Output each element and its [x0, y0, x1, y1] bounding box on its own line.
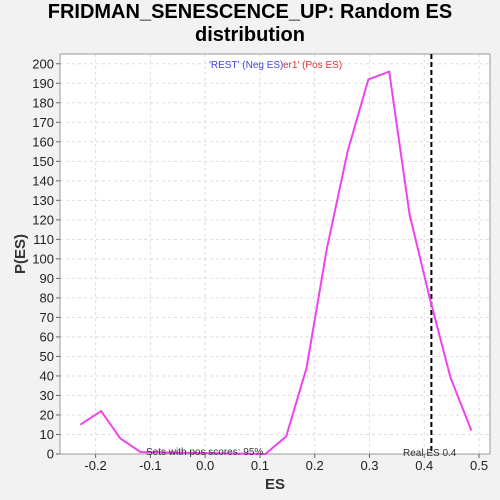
x-tick-label: 0.4 — [415, 458, 433, 473]
y-tick-label: 110 — [33, 232, 54, 247]
y-tick-label: 120 — [32, 212, 54, 227]
y-axis-label: P(ES) — [12, 234, 29, 274]
series-line — [79, 70, 473, 456]
y-tick-label: 90 — [40, 271, 54, 286]
legend-pos: er1' (Pos ES) — [283, 60, 342, 71]
y-tick-label: 100 — [32, 251, 54, 266]
x-tick-label: -0.1 — [139, 458, 161, 473]
pos-scores-label: Sets with pos scores: 95% — [146, 447, 263, 458]
y-tick-label: 20 — [40, 407, 54, 422]
chart-title-line1: FRIDMAN_SENESCENCE_UP: Random ES — [47, 1, 453, 23]
x-axis-ticks: -0.2 -0.1 0.0 0.1 0.2 0.3 0.4 0.5 — [84, 454, 488, 473]
y-tick-label: 50 — [40, 349, 54, 364]
chart-title-line2: distribution — [195, 24, 305, 46]
plot-area — [59, 53, 491, 455]
y-tick-label: 40 — [40, 368, 54, 383]
x-tick-label: 0.0 — [196, 458, 214, 473]
y-tick-label: 200 — [32, 56, 54, 71]
x-tick-label: 0.1 — [251, 458, 269, 473]
y-axis-ticks: 0 10 20 30 40 50 60 70 80 90 100 110 120 130 140 150 160… — [32, 56, 60, 462]
y-tick-label: 160 — [32, 134, 54, 149]
y-tick-label: 170 — [32, 115, 54, 130]
grid — [60, 54, 490, 455]
y-tick-label: 140 — [32, 173, 54, 188]
x-axis-label: ES — [265, 476, 285, 493]
real-es-label: Real ES 0.4 — [403, 448, 457, 459]
x-tick-label: 0.3 — [360, 458, 378, 473]
y-tick-label: 10 — [40, 427, 54, 442]
x-tick-label: 0.2 — [306, 458, 324, 473]
y-tick-label: 130 — [32, 193, 54, 208]
y-tick-label: 70 — [40, 310, 54, 325]
y-tick-label: 150 — [32, 154, 54, 169]
x-tick-label: -0.2 — [84, 458, 106, 473]
y-tick-label: 80 — [40, 290, 54, 305]
legend-neg: 'REST' (Neg ES) — [209, 60, 283, 71]
y-tick-label: 190 — [32, 76, 54, 91]
y-tick-label: 0 — [47, 447, 54, 462]
y-tick-label: 180 — [32, 95, 54, 110]
y-tick-label: 30 — [40, 388, 54, 403]
x-tick-label: 0.5 — [470, 458, 488, 473]
y-tick-label: 60 — [40, 329, 54, 344]
